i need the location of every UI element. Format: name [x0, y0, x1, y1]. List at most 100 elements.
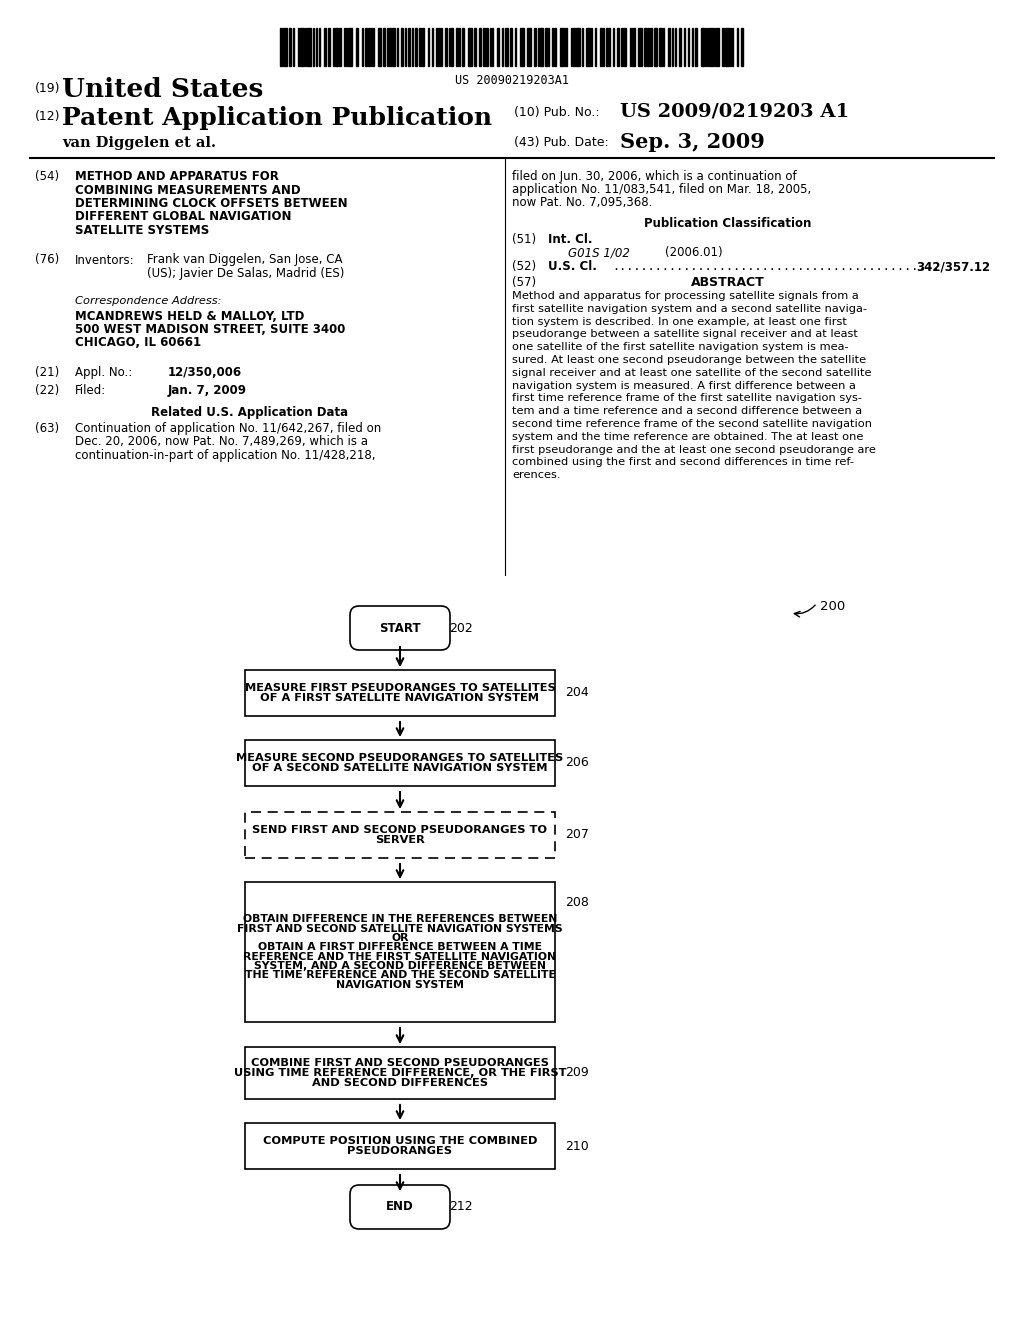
Text: 206: 206	[565, 756, 589, 770]
Text: now Pat. No. 7,095,368.: now Pat. No. 7,095,368.	[512, 195, 652, 209]
Text: Method and apparatus for processing satellite signals from a: Method and apparatus for processing sate…	[512, 290, 859, 301]
Text: 208: 208	[565, 895, 589, 908]
Text: navigation system is measured. A first difference between a: navigation system is measured. A first d…	[512, 380, 856, 391]
Text: US 2009/0219203 A1: US 2009/0219203 A1	[620, 103, 849, 121]
Bar	[474, 28, 476, 66]
Text: AND SECOND DIFFERENCES: AND SECOND DIFFERENCES	[312, 1077, 488, 1088]
Bar	[716, 28, 719, 66]
Text: METHOD AND APPARATUS FOR: METHOD AND APPARATUS FOR	[75, 170, 279, 183]
Text: 212: 212	[449, 1200, 473, 1213]
Bar	[679, 28, 681, 66]
Text: (22): (22)	[35, 384, 59, 397]
Bar	[701, 28, 705, 66]
Bar	[392, 28, 395, 66]
FancyBboxPatch shape	[245, 741, 555, 785]
Text: Dec. 20, 2006, now Pat. No. 7,489,269, which is a: Dec. 20, 2006, now Pat. No. 7,489,269, w…	[75, 436, 368, 449]
Bar	[451, 28, 453, 66]
Text: filed on Jun. 30, 2006, which is a continuation of: filed on Jun. 30, 2006, which is a conti…	[512, 170, 797, 183]
Text: SYSTEM, AND A SECOND DIFFERENCE BETWEEN: SYSTEM, AND A SECOND DIFFERENCE BETWEEN	[254, 961, 546, 972]
Text: (63): (63)	[35, 422, 59, 436]
Bar	[741, 28, 743, 66]
Text: application No. 11/083,541, filed on Mar. 18, 2005,: application No. 11/083,541, filed on Mar…	[512, 183, 811, 195]
Text: 209: 209	[565, 1067, 589, 1080]
Bar	[324, 28, 326, 66]
Text: NAVIGATION SYSTEM: NAVIGATION SYSTEM	[336, 979, 464, 990]
Text: MEASURE SECOND PSEUDORANGES TO SATELLITES: MEASURE SECOND PSEUDORANGES TO SATELLITE…	[237, 754, 563, 763]
Text: (2006.01): (2006.01)	[665, 246, 723, 259]
Text: (19): (19)	[35, 82, 60, 95]
Text: sured. At least one second pseudorange between the satellite: sured. At least one second pseudorange b…	[512, 355, 866, 366]
Bar	[456, 28, 458, 66]
Bar	[520, 28, 524, 66]
FancyBboxPatch shape	[245, 812, 555, 858]
Text: 200: 200	[820, 601, 845, 612]
Text: Publication Classification: Publication Classification	[644, 216, 812, 230]
Text: 12/350,006: 12/350,006	[168, 366, 242, 379]
Text: first time reference frame of the first satellite navigation sys-: first time reference frame of the first …	[512, 393, 862, 404]
Bar	[462, 28, 464, 66]
Text: COMBINE FIRST AND SECOND PSEUDORANGES: COMBINE FIRST AND SECOND PSEUDORANGES	[251, 1059, 549, 1068]
Text: combined using the first and second differences in time ref-: combined using the first and second diff…	[512, 458, 854, 467]
Bar	[283, 28, 287, 66]
Text: Sep. 3, 2009: Sep. 3, 2009	[620, 132, 765, 152]
Text: system and the time reference are obtained. The at least one: system and the time reference are obtain…	[512, 432, 863, 442]
Bar	[335, 28, 338, 66]
Text: SATELLITE SYSTEMS: SATELLITE SYSTEMS	[75, 224, 209, 238]
FancyBboxPatch shape	[245, 1047, 555, 1100]
Text: SEND FIRST AND SECOND PSEUDORANGES TO: SEND FIRST AND SECOND PSEUDORANGES TO	[253, 825, 548, 836]
Text: (10) Pub. No.:: (10) Pub. No.:	[514, 106, 600, 119]
Text: (52): (52)	[512, 260, 537, 273]
Bar	[468, 28, 472, 66]
Text: tion system is described. In one example, at least one first: tion system is described. In one example…	[512, 317, 847, 326]
Bar	[356, 28, 358, 66]
Text: (21): (21)	[35, 366, 59, 379]
Text: OF A SECOND SATELLITE NAVIGATION SYSTEM: OF A SECOND SATELLITE NAVIGATION SYSTEM	[252, 763, 548, 772]
Text: Correspondence Address:: Correspondence Address:	[75, 297, 221, 306]
Bar	[606, 28, 610, 66]
Text: Jan. 7, 2009: Jan. 7, 2009	[168, 384, 247, 397]
Bar	[621, 28, 623, 66]
Text: United States: United States	[62, 77, 263, 102]
Text: (57): (57)	[512, 276, 537, 289]
Bar	[445, 28, 447, 66]
Bar	[486, 28, 488, 66]
Bar	[624, 28, 626, 66]
Text: Continuation of application No. 11/642,267, filed on: Continuation of application No. 11/642,2…	[75, 422, 381, 436]
FancyBboxPatch shape	[350, 1185, 450, 1229]
Bar	[534, 28, 536, 66]
Bar	[383, 28, 385, 66]
Text: OBTAIN DIFFERENCE IN THE REFERENCES BETWEEN: OBTAIN DIFFERENCE IN THE REFERENCES BETW…	[243, 915, 557, 924]
Text: U.S. Cl.: U.S. Cl.	[548, 260, 597, 273]
Bar	[565, 28, 567, 66]
Bar	[638, 28, 642, 66]
Text: 342/357.12: 342/357.12	[915, 260, 990, 273]
Text: tem and a time reference and a second difference between a: tem and a time reference and a second di…	[512, 407, 862, 416]
Bar	[483, 28, 485, 66]
Bar	[545, 28, 547, 66]
Bar	[668, 28, 670, 66]
Bar	[575, 28, 580, 66]
Text: Int. Cl.: Int. Cl.	[548, 234, 593, 246]
Text: (51): (51)	[512, 234, 537, 246]
Bar	[647, 28, 649, 66]
FancyBboxPatch shape	[350, 606, 450, 649]
Bar	[600, 28, 602, 66]
Text: DIFFERENT GLOBAL NAVIGATION: DIFFERENT GLOBAL NAVIGATION	[75, 210, 292, 223]
Bar	[644, 28, 646, 66]
Bar	[307, 28, 311, 66]
Text: DETERMINING CLOCK OFFSETS BETWEEN: DETERMINING CLOCK OFFSETS BETWEEN	[75, 197, 347, 210]
Bar	[415, 28, 417, 66]
Text: G01S 1/02: G01S 1/02	[568, 246, 630, 259]
Bar	[348, 28, 352, 66]
Bar	[408, 28, 410, 66]
Text: (US); Javier De Salas, Madrid (ES): (US); Javier De Salas, Madrid (ES)	[147, 267, 344, 280]
Text: COMPUTE POSITION USING THE COMBINED: COMPUTE POSITION USING THE COMBINED	[263, 1137, 538, 1146]
Text: USING TIME REFERENCE DIFFERENCE, OR THE FIRST: USING TIME REFERENCE DIFFERENCE, OR THE …	[233, 1068, 566, 1078]
Text: continuation-in-part of application No. 11/428,218,: continuation-in-part of application No. …	[75, 449, 376, 462]
Bar	[280, 28, 282, 66]
Text: MEASURE FIRST PSEUDORANGES TO SATELLITES: MEASURE FIRST PSEUDORANGES TO SATELLITES	[245, 684, 555, 693]
Text: Filed:: Filed:	[75, 384, 106, 397]
Bar	[650, 28, 652, 66]
Text: 204: 204	[565, 686, 589, 700]
Bar	[725, 28, 729, 66]
